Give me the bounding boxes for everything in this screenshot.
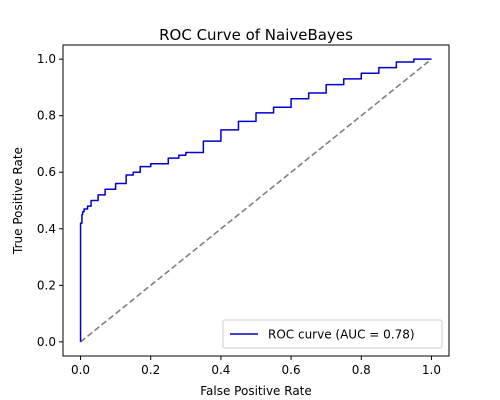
x-tick-label: 1.0 [422,363,441,377]
x-tick-label: 0.0 [71,363,90,377]
plot-frame [62,44,450,357]
y-tick-label: 0.6 [37,165,56,179]
chance-diagonal-line [80,58,432,343]
x-tick-label: 0.8 [352,363,371,377]
y-tick-label: 0.0 [37,335,56,349]
legend-label-roc: ROC curve (AUC = 0.78) [268,328,415,342]
y-tick-label: 0.2 [37,278,56,292]
legend-box [222,319,443,349]
y-tick-label: 0.8 [37,109,56,123]
y-tick-label: 1.0 [37,52,56,66]
x-tick-label: 0.2 [141,363,160,377]
roc-curve-line [79,58,432,342]
y-tick-label: 0.4 [37,222,56,236]
x-axis-label: False Positive Rate [200,384,312,398]
x-tick-label: 0.6 [282,363,301,377]
x-tick-label: 0.4 [211,363,230,377]
chart-title: ROC Curve of NaiveBayes [159,26,353,44]
legend: ROC curve (AUC = 0.78) [222,319,443,349]
y-axis-label: True Positive Rate [11,147,25,255]
